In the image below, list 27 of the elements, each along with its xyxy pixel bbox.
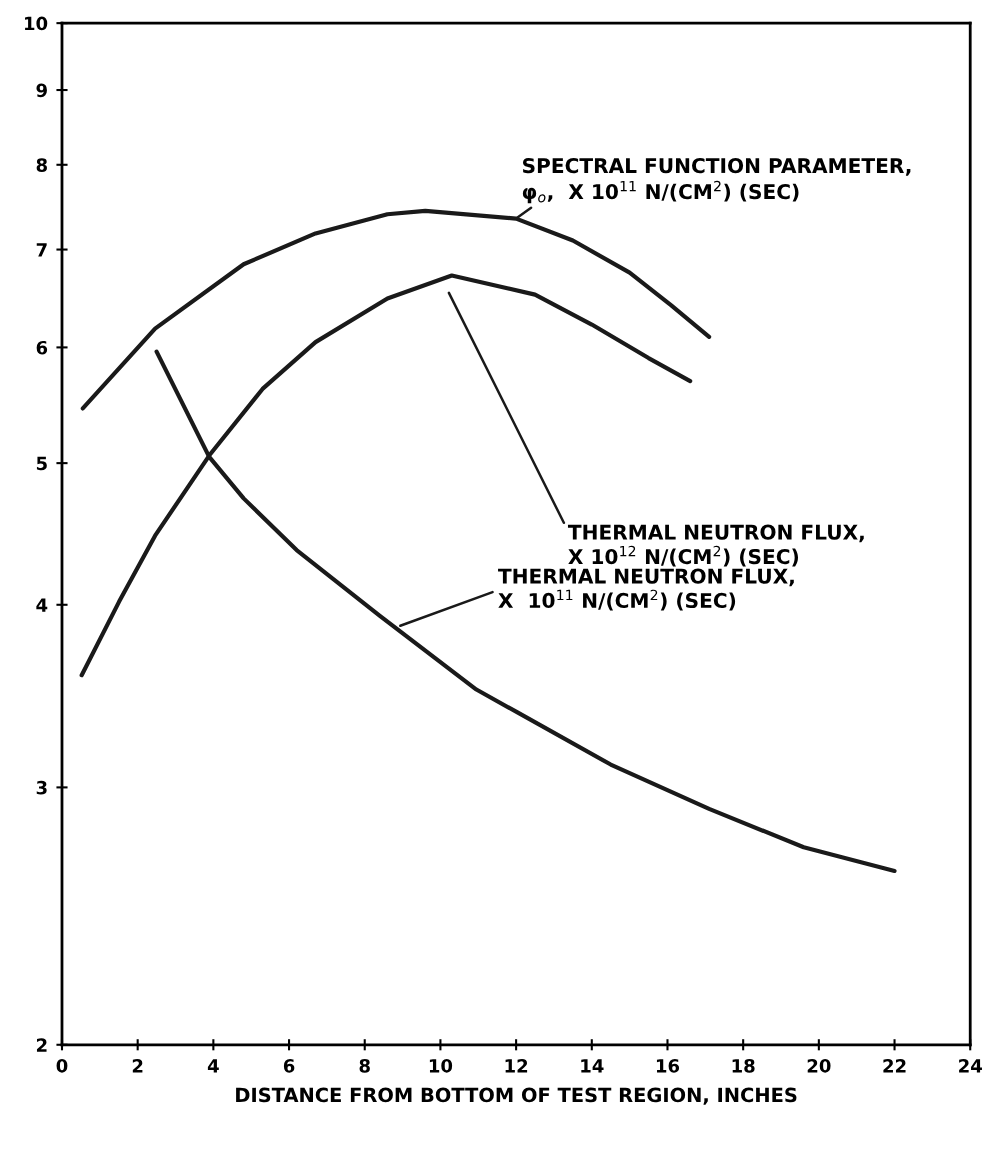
x-tick-label: 8 [359, 1058, 370, 1073]
x-axis-title: DISTANCE FROM BOTTOM OF TEST REGION, INCHES [236, 1087, 797, 1105]
x-tick-label: 18 [732, 1058, 755, 1073]
y-tick-label: 2 [36, 1038, 47, 1052]
y-tick-label: 3 [36, 780, 47, 795]
y-tick-label: 4 [36, 598, 48, 612]
line-series [80, 208, 712, 411]
y-tick-label: 6 [36, 340, 48, 355]
x-tick-label: 16 [656, 1059, 680, 1073]
x-tick-label: 14 [581, 1059, 604, 1073]
x-tick-label: 12 [505, 1058, 528, 1073]
x-tick-label: 24 [959, 1058, 982, 1073]
annotation: SPECTRAL FUNCTION PARAMETER, φ$_{o}$, X 10$^{11}$ N/(CM$^{2}$) (SEC) [522, 157, 911, 204]
x-tick-label: 0 [56, 1058, 68, 1073]
x-tick-label: 22 [883, 1058, 906, 1073]
y-tick-label: 5 [36, 456, 47, 471]
x-tick-label: 20 [807, 1058, 831, 1073]
x-tick-label: 6 [283, 1059, 295, 1073]
y-tick-label: 8 [36, 158, 47, 172]
x-tick-label: 4 [207, 1059, 219, 1073]
x-tick-label: 10 [429, 1058, 453, 1073]
annotation: THERMAL NEUTRON FLUX, X 10$^{12}$ N/(CM$^{2}$) (SEC) [567, 524, 864, 567]
y-tick-label: 7 [36, 243, 47, 257]
x-tick-label: 2 [132, 1058, 143, 1073]
y-tick-label: 9 [36, 83, 47, 98]
annotation: THERMAL NEUTRON FLUX, X 10$^{11}$ N/(CM$^{2}$) (SEC) [498, 568, 794, 611]
y-tick-label: 10 [25, 16, 48, 31]
